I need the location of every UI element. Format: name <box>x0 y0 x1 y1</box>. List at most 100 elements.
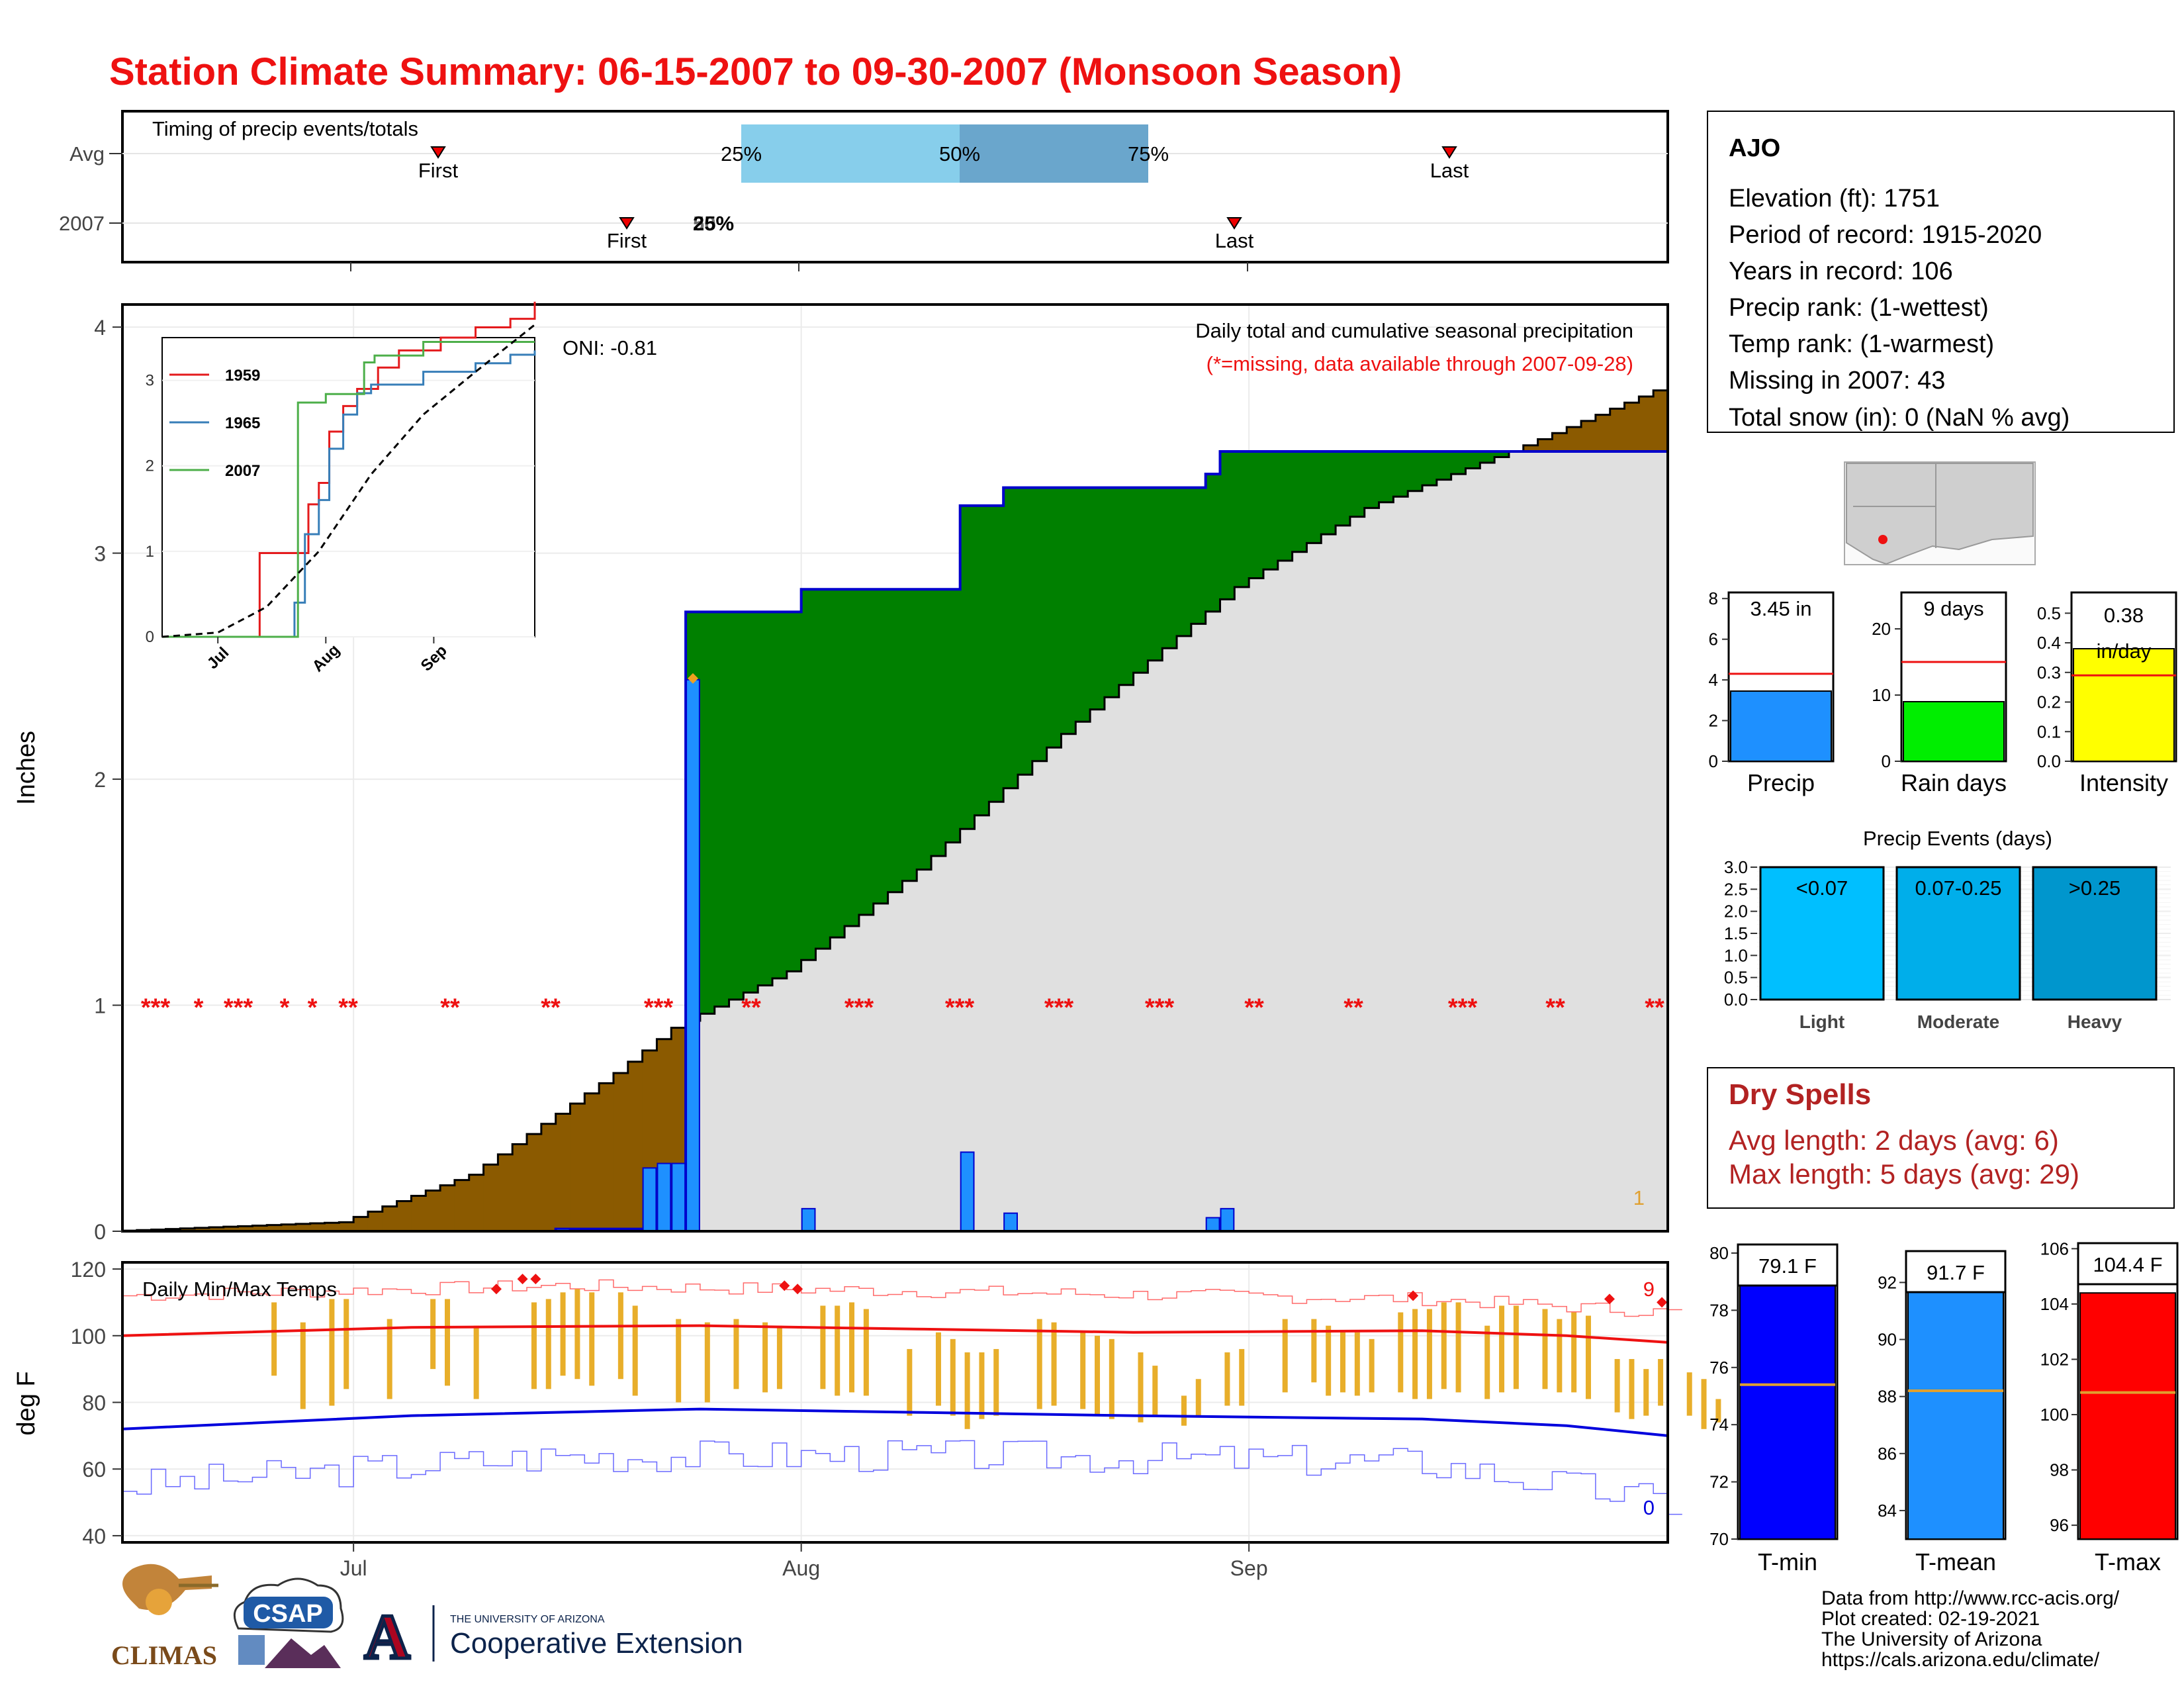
daily-temp-range-bar <box>849 1302 855 1393</box>
temp-summary-value-box <box>1905 1250 2007 1293</box>
daily-temp-range-bar <box>964 1352 970 1429</box>
baseline-area-segment <box>858 914 874 1231</box>
surplus-area-segment <box>974 505 989 816</box>
baseline-area-segment <box>1393 496 1408 1231</box>
page-title: Station Climate Summary: 06-15-2007 to 0… <box>109 50 1402 93</box>
timing-row-2007: 2007 <box>59 212 105 235</box>
record-high-marker <box>792 1284 803 1295</box>
baseline-area-segment <box>974 815 989 1231</box>
summary-unit-label: in/day <box>2097 639 2152 663</box>
event-category-label: Light <box>1799 1011 1844 1032</box>
deficit-area-segment <box>555 1113 571 1229</box>
daily-temp-range-bar <box>1354 1332 1360 1396</box>
missing-marker: ** <box>338 994 358 1022</box>
baseline-area-segment <box>1639 451 1654 1232</box>
daily-temp-range-bar <box>704 1322 710 1403</box>
surplus-area-segment <box>1494 451 1510 457</box>
temp-summary-bars: 70 72 74 76 78 80 79.1 F T-min 84 86 88 90 92 91.7 F T… <box>1709 1239 2179 1575</box>
temp-summary-tick-label: 96 <box>2050 1515 2069 1535</box>
csap-logo: CSAP <box>233 1577 344 1668</box>
surplus-area-segment <box>1379 451 1394 502</box>
temp-summary-tick-label: 86 <box>1878 1444 1897 1464</box>
surplus-area-segment <box>1292 451 1308 552</box>
surplus-area-segment <box>989 505 1004 802</box>
daily-temp-range-bar <box>835 1305 841 1396</box>
baseline-area-segment <box>1220 599 1235 1231</box>
deficit-area-segment <box>570 1103 585 1229</box>
baseline-area-segment <box>1595 451 1611 1232</box>
deficit-area-segment <box>396 1201 412 1231</box>
y-tick-label: 0 <box>94 1220 106 1244</box>
daily-temp-range-bar <box>387 1319 392 1399</box>
record-high-marker <box>1657 1297 1668 1308</box>
yr-first-marker <box>619 217 635 230</box>
avg-p50-label: 50% <box>939 142 980 165</box>
baseline-area-segment <box>1003 788 1019 1231</box>
baseline-area-segment <box>1133 673 1148 1231</box>
avg-first-label: First <box>418 159 459 182</box>
daily-temp-range-bar <box>1585 1315 1591 1399</box>
temp-summary-tick-label: 106 <box>2040 1239 2069 1258</box>
surplus-area-segment <box>1032 487 1048 761</box>
baseline-area-segment <box>1191 624 1206 1231</box>
daily-temp-range-bar <box>1181 1395 1187 1426</box>
baseline-area-segment <box>1552 451 1567 1232</box>
temp-y-tick-label: 40 <box>82 1524 106 1548</box>
deficit-area-segment <box>195 1227 210 1231</box>
baseline-area-segment <box>1118 684 1134 1231</box>
baseline-area-segment <box>945 842 961 1231</box>
deficit-area-segment <box>1610 408 1625 451</box>
ua-big-text: Cooperative Extension <box>450 1627 743 1660</box>
surplus-area-segment <box>786 612 802 972</box>
baseline-area-segment <box>844 926 860 1231</box>
precip-note1: Daily total and cumulative seasonal prec… <box>1195 319 1633 342</box>
inset-series-1965 <box>162 350 536 638</box>
deficit-area-segment <box>1639 396 1654 451</box>
avg-iqr-low-bar <box>741 124 960 183</box>
daily-temp-range-bar <box>617 1292 623 1380</box>
baseline-area-segment <box>1090 709 1105 1231</box>
summary-tick-label: 10 <box>1872 685 1891 705</box>
record-max-line <box>122 1279 1682 1317</box>
max-precip-marker <box>687 673 698 684</box>
deficit-area-segment <box>512 1144 527 1231</box>
baseline-area-segment <box>1046 747 1062 1231</box>
daily-temp-range-bar <box>1715 1399 1721 1423</box>
surplus-area-segment <box>1017 487 1033 775</box>
daily-temp-range-bar <box>1195 1379 1201 1416</box>
avg-tmax-line <box>122 1324 1668 1344</box>
daily-temp-range-bar <box>1239 1348 1245 1406</box>
summary-value-label: 0.38 <box>2104 604 2144 627</box>
inset-y-label: 0 <box>146 628 154 646</box>
daily-precip-bar <box>642 1167 657 1233</box>
surplus-area-segment <box>931 589 946 857</box>
surplus-area-segment <box>873 589 889 904</box>
precip-ylabel: Inches <box>13 731 40 805</box>
missing-marker: ** <box>1545 994 1565 1022</box>
daily-temp-range-bar <box>560 1292 566 1376</box>
daily-temp-range-bar <box>1643 1369 1649 1416</box>
temp-summary-tick-label: 98 <box>2050 1460 2069 1480</box>
baseline-area-segment <box>1422 485 1437 1232</box>
timing-panel: Timing of precip events/totals Avg 2007 … <box>59 110 1669 271</box>
daily-temp-range-bar <box>820 1305 826 1389</box>
surplus-area-segment <box>1436 451 1452 480</box>
precip-note2: (*=missing, data available through 2007-… <box>1206 352 1633 375</box>
deficit-area-segment <box>483 1164 498 1231</box>
temp-summary-tick-label: 72 <box>1709 1472 1729 1492</box>
deficit-area-segment <box>627 1061 643 1229</box>
baseline-area-segment <box>830 937 845 1231</box>
temp-summary-tick-label: 90 <box>1878 1330 1897 1350</box>
deficit-area-segment <box>426 1190 441 1231</box>
temp-y-tick-label: 120 <box>71 1258 106 1282</box>
avg-p25-label: 25% <box>721 142 762 165</box>
deficit-area-segment <box>310 1223 326 1231</box>
daily-temp-range-bar <box>1557 1319 1563 1393</box>
summary-tick-label: 0.4 <box>2037 633 2061 653</box>
baseline-area-segment <box>960 829 976 1231</box>
daily-temp-range-bar <box>1571 1312 1577 1393</box>
daily-temp-range-bar <box>733 1319 739 1389</box>
daily-temp-range-bar <box>1080 1332 1086 1409</box>
surplus-area-segment <box>1003 487 1019 788</box>
